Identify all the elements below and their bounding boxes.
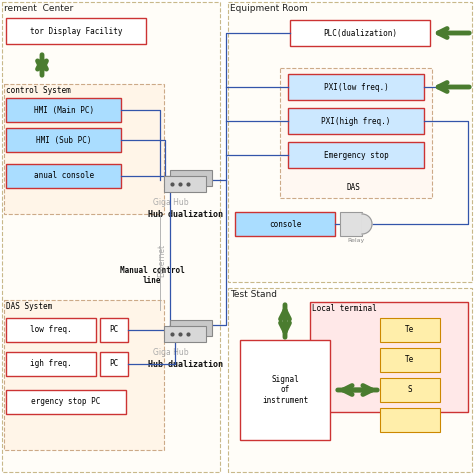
Bar <box>6 318 96 342</box>
Text: PXI(high freq.): PXI(high freq.) <box>321 117 391 126</box>
Bar <box>240 340 330 440</box>
Bar <box>6 98 121 122</box>
Text: console: console <box>269 219 301 228</box>
Bar <box>100 352 128 376</box>
Text: Te: Te <box>405 356 415 365</box>
Bar <box>280 68 432 198</box>
Bar <box>228 288 472 472</box>
Text: Ethernet: Ethernet <box>157 244 166 276</box>
Text: ergency stop PC: ergency stop PC <box>31 398 100 407</box>
Bar <box>164 326 206 342</box>
Text: Giga Hub: Giga Hub <box>153 198 189 207</box>
Text: Hub dualization: Hub dualization <box>148 360 223 369</box>
Text: HMI (Sub PC): HMI (Sub PC) <box>36 136 92 145</box>
Text: Te: Te <box>405 326 415 335</box>
Text: PC: PC <box>109 359 118 368</box>
Text: S: S <box>408 385 412 394</box>
Text: Hub dualization: Hub dualization <box>148 210 223 219</box>
Bar <box>380 378 440 402</box>
Bar <box>100 318 128 342</box>
Bar <box>4 84 164 214</box>
Text: rement  Center: rement Center <box>4 4 73 13</box>
Bar <box>288 74 424 100</box>
Text: Signal
of
instrument: Signal of instrument <box>262 375 308 405</box>
Bar <box>288 142 424 168</box>
Bar <box>6 128 121 152</box>
Polygon shape <box>362 214 372 234</box>
Bar <box>6 352 96 376</box>
Bar <box>4 300 164 450</box>
Bar <box>170 320 212 336</box>
Bar <box>290 20 430 46</box>
Bar <box>340 212 362 236</box>
Bar <box>380 408 440 432</box>
Bar <box>380 348 440 372</box>
Bar <box>235 212 335 236</box>
Text: PXI(low freq.): PXI(low freq.) <box>324 82 388 91</box>
Text: low freq.: low freq. <box>30 326 72 335</box>
Text: Manual control
line: Manual control line <box>119 266 184 285</box>
Text: igh freq.: igh freq. <box>30 359 72 368</box>
Text: Equipment Room: Equipment Room <box>230 4 308 13</box>
Bar <box>6 390 126 414</box>
Text: PLC(dualization): PLC(dualization) <box>323 28 397 37</box>
Text: PC: PC <box>109 326 118 335</box>
Bar <box>2 2 220 472</box>
Text: tor Display Facility: tor Display Facility <box>30 27 122 36</box>
Text: Giga Hub: Giga Hub <box>153 348 189 357</box>
Bar <box>164 176 206 192</box>
Text: DAS: DAS <box>346 183 360 192</box>
Bar <box>288 108 424 134</box>
Text: control System: control System <box>6 86 71 95</box>
Text: Relay: Relay <box>347 238 365 243</box>
Text: Local terminal: Local terminal <box>312 304 377 313</box>
Bar <box>228 2 472 282</box>
Bar <box>310 302 468 412</box>
Text: HMI (Main PC): HMI (Main PC) <box>34 106 94 115</box>
Bar <box>6 164 121 188</box>
Text: Emergency stop: Emergency stop <box>324 151 388 159</box>
Text: anual console: anual console <box>34 172 94 181</box>
Text: Test Stand: Test Stand <box>230 290 277 299</box>
Bar <box>6 18 146 44</box>
Bar <box>170 170 212 186</box>
Text: DAS System: DAS System <box>6 302 52 311</box>
Bar <box>380 318 440 342</box>
